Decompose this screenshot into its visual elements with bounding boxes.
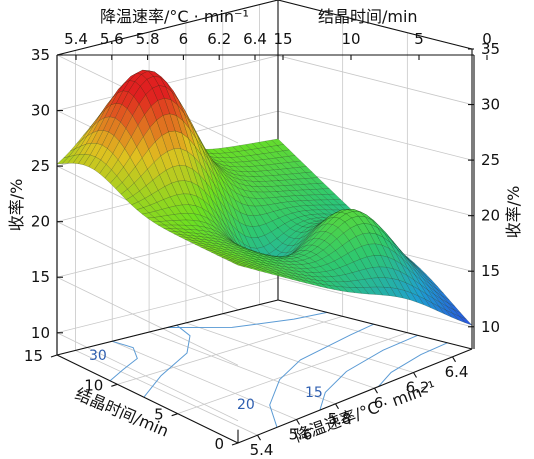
y-tick-top-15: 15 (273, 30, 292, 48)
z-tick-left-30: 30 (31, 102, 50, 120)
z-tick-left-35: 35 (31, 46, 50, 64)
x-tick-top-6.4: 6.4 (243, 30, 267, 48)
x-tick-front-6.4: 6.4 (445, 363, 469, 381)
contour-label-15: 15 (305, 385, 323, 401)
z-tick-left-15: 15 (31, 268, 50, 286)
axis-frame-front (56, 54, 475, 444)
y-tick-top-5: 5 (414, 30, 424, 48)
tick-labels: 10 10 15 15 20 20 25 25 30 30 35 35 5.4 5.6 5.8 6 6.2 6.4… (24, 30, 500, 459)
z-tick-left-25: 25 (31, 157, 50, 175)
y-tick-front-0: 0 (214, 435, 224, 453)
floor-contours (109, 311, 448, 428)
y-tick-top-10: 10 (341, 30, 360, 48)
y-tick-front-15: 15 (24, 347, 43, 365)
x-tick-top-6.2: 6.2 (207, 30, 231, 48)
x-tick-top-6: 6 (179, 30, 189, 48)
z-tick-left-20: 20 (31, 213, 50, 231)
z-axis-title-left: 收率/% (7, 179, 26, 232)
contour-label-30: 30 (89, 348, 107, 364)
x-tick-front-6: 6 (374, 394, 384, 412)
y-tick-front-10: 10 (84, 376, 103, 394)
z-tick-right-15: 15 (481, 262, 500, 280)
x-tick-front-6.2: 6.2 (406, 379, 430, 397)
x-tick-front-5.6: 5.6 (289, 426, 313, 444)
contour-label-20: 20 (237, 397, 255, 413)
z-axis-title-right: 收率/% (504, 186, 523, 239)
y-tick-top-0: 0 (482, 30, 492, 48)
z-tick-right-10: 10 (481, 318, 500, 336)
x-tick-top-5.6: 5.6 (100, 30, 124, 48)
y-tick-front-5: 5 (154, 406, 164, 424)
z-tick-left-10: 10 (31, 324, 50, 342)
x-tick-front-5.8: 5.8 (328, 410, 352, 428)
z-tick-right-30: 30 (481, 96, 500, 114)
x-tick-top-5.8: 5.8 (136, 30, 160, 48)
z-tick-right-20: 20 (481, 207, 500, 225)
z-tick-right-25: 25 (481, 151, 500, 169)
x-axis-title-top: 降温速率/°C · min⁻¹ (100, 7, 249, 26)
y-axis-title-top: 结晶时间/min (318, 7, 418, 26)
x-tick-top-5.4: 5.4 (64, 30, 88, 48)
x-tick-front-5.4: 5.4 (250, 441, 274, 459)
z-tick-right-35: 35 (481, 40, 500, 58)
response-surface (56, 69, 473, 326)
